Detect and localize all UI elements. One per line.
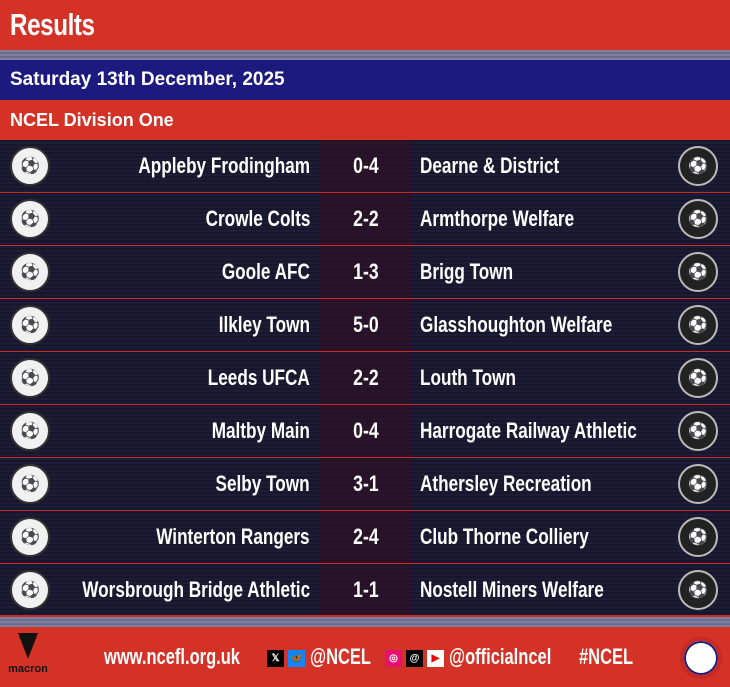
social-handle-officialncel[interactable]: @officialncel xyxy=(449,644,552,669)
home-crest-icon: ⚽ xyxy=(10,411,50,451)
home-team: Leeds UFCA xyxy=(207,365,310,390)
results-list: ⚽ Appleby Frodingham 0-4 Dearne & Distri… xyxy=(0,140,730,617)
score: 0-4 xyxy=(352,153,379,178)
home-team: Appleby Frodingham xyxy=(138,153,310,178)
match-row: ⚽ Maltby Main 0-4 Harrogate Railway Athl… xyxy=(0,405,730,458)
away-crest-icon: ⚽ xyxy=(678,199,718,239)
youtube-icon[interactable]: ▶ xyxy=(427,650,444,667)
instagram-icon[interactable]: ◎ xyxy=(385,650,402,667)
social-handle-ncel[interactable]: @NCEL xyxy=(310,644,372,669)
footer: macron www.ncefl.org.uk 𝕏 🦋 @NCEL ◎ @ ▶ … xyxy=(0,627,730,687)
home-team: Maltby Main xyxy=(211,418,310,443)
home-team: Selby Town xyxy=(215,471,310,496)
match-row: ⚽ Appleby Frodingham 0-4 Dearne & Distri… xyxy=(0,140,730,193)
home-crest-icon: ⚽ xyxy=(10,358,50,398)
away-team: Harrogate Railway Athletic xyxy=(420,418,637,443)
score: 1-3 xyxy=(352,259,379,284)
sponsor-name: macron xyxy=(8,663,48,675)
match-row: ⚽ Ilkley Town 5-0 Glasshoughton Welfare … xyxy=(0,299,730,352)
score: 3-1 xyxy=(352,471,379,496)
match-row: ⚽ Worsbrough Bridge Athletic 1-1 Nostell… xyxy=(0,564,730,617)
away-crest-icon: ⚽ xyxy=(678,411,718,451)
away-team: Louth Town xyxy=(420,365,516,390)
division-title: NCEL Division One xyxy=(0,100,730,140)
away-team: Nostell Miners Welfare xyxy=(420,576,604,602)
home-team: Worsbrough Bridge Athletic xyxy=(82,576,310,602)
match-date: Saturday 13th December, 2025 xyxy=(0,60,730,100)
header: Results xyxy=(0,0,730,50)
away-team: Glasshoughton Welfare xyxy=(420,312,613,337)
away-crest-icon: ⚽ xyxy=(678,464,718,504)
hashtag: #NCEL xyxy=(579,644,634,669)
away-team: Club Thorne Colliery xyxy=(420,524,589,549)
home-crest-icon: ⚽ xyxy=(10,146,50,186)
score: 1-1 xyxy=(352,576,379,602)
away-crest-icon: ⚽ xyxy=(678,146,718,186)
home-team: Ilkley Town xyxy=(218,312,310,337)
home-crest-icon: ⚽ xyxy=(10,252,50,292)
divider-band xyxy=(0,50,730,60)
home-team: Winterton Rangers xyxy=(156,524,310,549)
score: 2-2 xyxy=(352,365,379,390)
away-team: Brigg Town xyxy=(420,259,514,284)
score: 0-4 xyxy=(352,418,379,443)
score-column xyxy=(320,140,411,617)
match-row: ⚽ Goole AFC 1-3 Brigg Town ⚽ xyxy=(0,246,730,299)
score: 2-4 xyxy=(352,524,379,549)
home-crest-icon: ⚽ xyxy=(10,517,50,557)
away-crest-icon: ⚽ xyxy=(678,305,718,345)
match-row: ⚽ Leeds UFCA 2-2 Louth Town ⚽ xyxy=(0,352,730,405)
x-icon[interactable]: 𝕏 xyxy=(267,650,284,667)
home-crest-icon: ⚽ xyxy=(10,464,50,504)
website-link[interactable]: www.ncefl.org.uk xyxy=(104,644,240,669)
home-crest-icon: ⚽ xyxy=(10,305,50,345)
divider-band xyxy=(0,617,730,627)
home-team: Crowle Colts xyxy=(205,206,310,231)
threads-icon[interactable]: @ xyxy=(406,650,423,667)
macron-logo: macron xyxy=(6,633,50,675)
home-crest-icon: ⚽ xyxy=(10,199,50,239)
ncel-league-badge xyxy=(680,637,722,679)
match-row: ⚽ Crowle Colts 2-2 Armthorpe Welfare ⚽ xyxy=(0,193,730,246)
away-team: Armthorpe Welfare xyxy=(420,206,575,231)
away-crest-icon: ⚽ xyxy=(678,252,718,292)
match-row: ⚽ Winterton Rangers 2-4 Club Thorne Coll… xyxy=(0,511,730,564)
bluesky-icon[interactable]: 🦋 xyxy=(288,650,305,667)
away-team: Dearne & District xyxy=(420,153,560,178)
away-team: Athersley Recreation xyxy=(420,471,592,496)
page-title: Results xyxy=(10,7,95,42)
match-row: ⚽ Selby Town 3-1 Athersley Recreation ⚽ xyxy=(0,458,730,511)
away-crest-icon: ⚽ xyxy=(678,358,718,398)
away-crest-icon: ⚽ xyxy=(678,569,718,610)
away-crest-icon: ⚽ xyxy=(678,517,718,557)
home-crest-icon: ⚽ xyxy=(10,569,50,610)
score: 5-0 xyxy=(352,312,379,337)
score: 2-2 xyxy=(352,206,379,231)
home-team: Goole AFC xyxy=(221,259,310,284)
